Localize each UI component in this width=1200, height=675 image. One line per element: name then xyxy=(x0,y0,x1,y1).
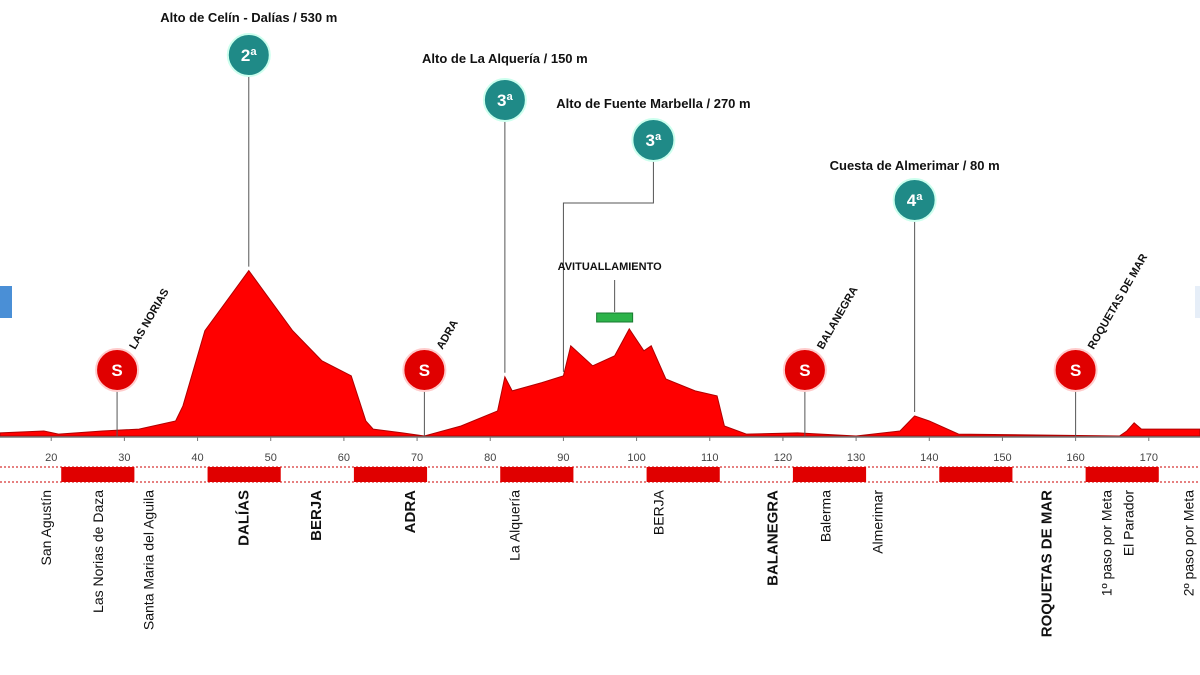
band-block xyxy=(792,467,867,482)
climb-badge xyxy=(631,118,676,162)
band-block xyxy=(1085,467,1159,482)
sprint-name: ADRA xyxy=(435,318,461,352)
x-tick-label: 120 xyxy=(774,452,792,464)
x-tick-label: 110 xyxy=(701,452,719,464)
town-label: ADRA xyxy=(402,490,419,533)
town-label: Santa Maria del Aguila xyxy=(141,490,157,630)
feed-zone-label: AVITUALLAMIENTO xyxy=(558,261,663,273)
climb-badge xyxy=(482,78,527,122)
x-tick-label: 20 xyxy=(45,452,57,464)
x-tick-label: 140 xyxy=(920,452,938,464)
climb-category: 4ª xyxy=(907,191,923,210)
climb-name: Alto de Fuente Marbella / 270 m xyxy=(556,96,750,111)
sprint-badge xyxy=(95,348,140,392)
climb-category: 3ª xyxy=(646,131,662,150)
band-block xyxy=(646,467,720,482)
edge-tab xyxy=(0,286,12,318)
town-label: 2º paso por Meta xyxy=(1180,490,1196,596)
town-label: ROQUETAS DE MAR xyxy=(1038,490,1055,637)
town-label: BERJA xyxy=(651,489,667,535)
x-tick-label: 30 xyxy=(118,452,130,464)
x-tick-label: 170 xyxy=(1140,452,1158,464)
sprint-badge xyxy=(402,348,447,392)
climb-category: 3ª xyxy=(497,91,513,110)
sprint-symbol: S xyxy=(1070,361,1081,380)
climb-name: Alto de La Alquería / 150 m xyxy=(422,51,588,66)
sprint-name: BALANEGRA xyxy=(815,285,861,352)
climb-line xyxy=(562,140,654,372)
town-label: DALÍAS xyxy=(236,490,253,546)
climb-name: Alto de Celín - Dalías / 530 m xyxy=(160,10,337,25)
edge-tab xyxy=(1195,286,1200,318)
sprint-badge xyxy=(782,348,827,392)
climb-badge xyxy=(892,178,937,222)
sprint-badge xyxy=(1053,348,1098,392)
x-tick-label: 160 xyxy=(1066,452,1084,464)
town-label: 1º paso por Meta xyxy=(1098,490,1114,596)
band-block xyxy=(207,467,281,482)
elevation-area xyxy=(0,269,1200,437)
band-block xyxy=(61,467,135,482)
band-block xyxy=(500,467,574,482)
x-tick-label: 40 xyxy=(191,452,203,464)
climb-name: Cuesta de Almerimar / 80 m xyxy=(830,158,1000,173)
x-tick-label: 60 xyxy=(338,452,350,464)
sprint-name: ROQUETAS DE MAR xyxy=(1086,252,1150,352)
sprint-symbol: S xyxy=(111,361,122,380)
town-label: Las Norias de Daza xyxy=(90,490,106,613)
town-label: BALANEGRA xyxy=(765,490,782,586)
climb-badge xyxy=(226,33,271,77)
x-tick-label: 150 xyxy=(993,452,1011,464)
town-label: Almerimar xyxy=(869,490,885,554)
band-block xyxy=(353,467,428,482)
town-label: Balerma xyxy=(817,490,833,542)
x-tick-label: 50 xyxy=(265,452,277,464)
x-tick-label: 130 xyxy=(847,452,865,464)
sprint-name: LAS NORIAS xyxy=(127,287,171,352)
town-label: La Alquería xyxy=(506,490,522,561)
band-block xyxy=(939,467,1013,482)
feed-zone-marker xyxy=(596,312,634,323)
sprint-symbol: S xyxy=(799,361,810,380)
x-tick-label: 90 xyxy=(557,452,569,464)
x-tick-label: 80 xyxy=(484,452,496,464)
x-tick-label: 70 xyxy=(411,452,423,464)
town-label: San Agustín xyxy=(38,490,54,566)
sprint-symbol: S xyxy=(419,361,430,380)
town-label: BERJA xyxy=(308,490,325,541)
town-label: El Parador xyxy=(1120,490,1136,556)
climb-category: 2ª xyxy=(241,46,257,65)
x-tick-label: 100 xyxy=(627,452,645,464)
